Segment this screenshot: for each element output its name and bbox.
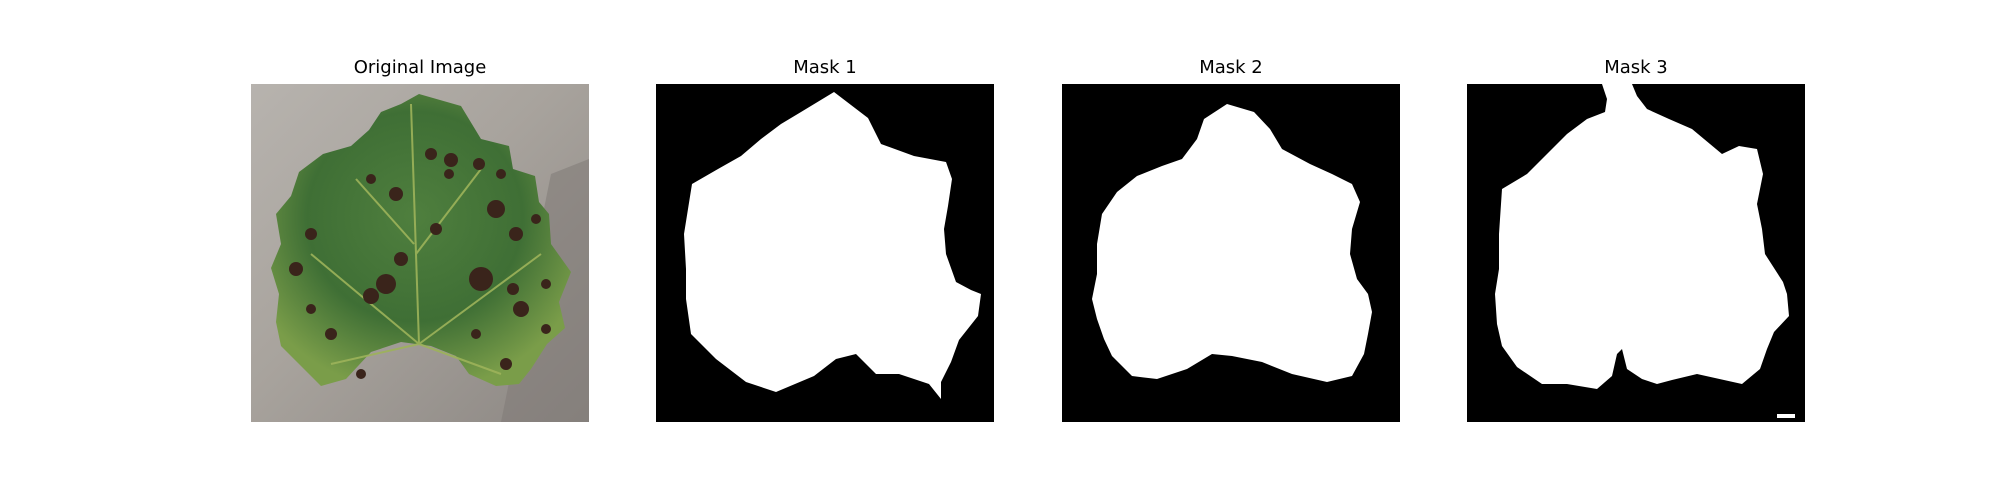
mask-3-image [1467, 84, 1805, 422]
leaf [271, 94, 571, 386]
mask-1-image [656, 84, 994, 422]
mask-2-panel [1062, 84, 1400, 422]
mask-3-speck [1777, 414, 1795, 418]
mask-2-title: Mask 2 [1199, 57, 1263, 78]
mask-1-panel [656, 84, 994, 422]
mask-2-image [1062, 84, 1400, 422]
leaf-spots [289, 148, 551, 379]
mask-1-region [684, 92, 981, 399]
leaf-veins [310, 103, 542, 375]
mask-3-region [1495, 84, 1789, 389]
mask-3-title: Mask 3 [1604, 57, 1668, 78]
mask-1-title: Mask 1 [793, 57, 857, 78]
original-image-title: Original Image [353, 57, 487, 78]
original-image-panel [251, 84, 589, 422]
original-image [251, 84, 589, 422]
mask-3-panel [1467, 84, 1805, 422]
mask-2-region [1092, 104, 1372, 382]
